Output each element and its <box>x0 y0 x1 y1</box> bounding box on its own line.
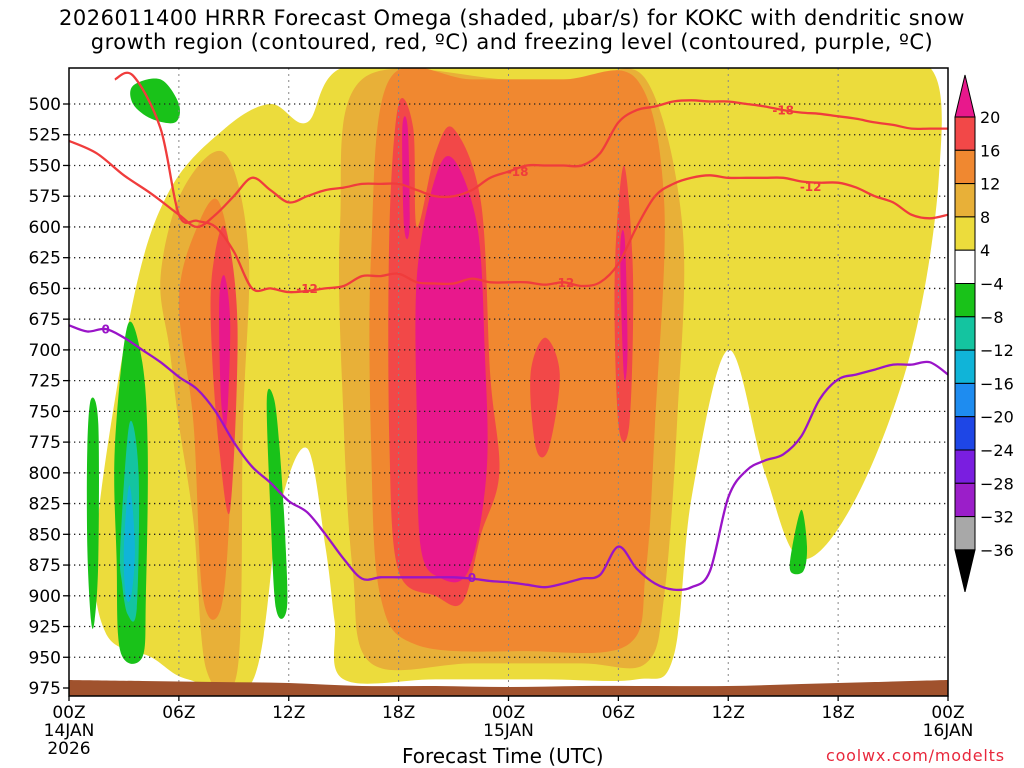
colorbar-swatch <box>954 183 976 218</box>
omega-region <box>266 388 288 619</box>
chart-title: 2026011400 HRRR Forecast Omega (shaded, … <box>0 6 1024 54</box>
colorbar-swatch <box>954 382 976 418</box>
credit-text[interactable]: coolwx.com/modelts <box>826 746 1005 765</box>
y-tick-label: 725 <box>29 372 61 392</box>
colorbar-label: −20 <box>980 408 1014 427</box>
y-tick-label: 875 <box>29 556 61 576</box>
dgz-contour <box>69 99 948 229</box>
y-tick-label: 550 <box>29 156 61 176</box>
freezing-level-contour-label: 0 <box>101 322 109 336</box>
x-tick-label: 18Z <box>382 703 415 723</box>
colorbar-swatch <box>954 416 976 451</box>
dgz-contour-label: -18 <box>507 165 529 179</box>
colorbar-swatch <box>954 349 976 384</box>
freezing-level-contour <box>69 324 948 592</box>
colorbar-bottom-arrow <box>954 549 976 593</box>
y-tick-label: 950 <box>29 648 61 668</box>
freezing-level-contour-label: 0 <box>468 571 476 585</box>
colorbar-label: −4 <box>980 275 1004 294</box>
omega-region <box>415 155 488 583</box>
x-tick-label: 12Z <box>272 703 305 723</box>
colorbar-label: 16 <box>980 141 1000 160</box>
y-tick-label: 600 <box>29 218 61 238</box>
omega-region <box>789 509 808 575</box>
omega-region <box>219 275 231 428</box>
title-line-2: growth region (contoured, red, ºC) and f… <box>90 30 934 54</box>
dgz-contour-label: -12 <box>553 276 575 290</box>
colorbar-swatch <box>954 116 976 151</box>
colorbar-swatch <box>954 482 976 518</box>
x-year-label: 2026 <box>47 739 90 759</box>
colorbar-swatch <box>954 516 976 551</box>
colorbar-label: −24 <box>980 441 1014 460</box>
omega-region <box>86 397 99 629</box>
y-tick-label: 775 <box>29 433 61 453</box>
colorbar-label: −12 <box>980 341 1014 360</box>
omega-region <box>402 116 410 240</box>
colorbar-swatch <box>954 216 976 251</box>
dgz-contour <box>114 71 948 294</box>
colorbar-swatch <box>954 449 976 484</box>
omega-region <box>123 485 135 602</box>
colorbar-label: 20 <box>980 108 1000 127</box>
y-tick-label: 975 <box>29 679 61 699</box>
colorbar-swatch <box>954 316 976 351</box>
colorbar-label: −8 <box>980 308 1004 327</box>
title-line-1: 2026011400 HRRR Forecast Omega (shaded, … <box>59 6 965 30</box>
y-tick-label: 500 <box>29 95 61 115</box>
y-tick-label: 625 <box>29 249 61 269</box>
y-tick-label: 650 <box>29 279 61 299</box>
y-tick-label: 525 <box>29 126 61 146</box>
y-tick-label: 900 <box>29 587 61 607</box>
colorbar-label: −16 <box>980 374 1014 393</box>
colorbar-label: 4 <box>980 241 990 260</box>
x-date-label: 15JAN <box>483 721 534 741</box>
y-tick-label: 825 <box>29 495 61 515</box>
y-tick-label: 850 <box>29 525 61 545</box>
colorbar-swatch <box>954 149 976 185</box>
y-tick-label: 925 <box>29 618 61 638</box>
omega-region <box>530 337 560 458</box>
y-tick-label: 750 <box>29 402 61 422</box>
x-tick-label: 18Z <box>821 703 854 723</box>
colorbar-label: −32 <box>980 508 1014 527</box>
colorbar-swatch <box>954 249 976 284</box>
x-tick-label: 06Z <box>162 703 195 723</box>
x-tick-label: 00Z <box>931 703 964 723</box>
x-tick-label: 06Z <box>602 703 635 723</box>
dgz-contour-label: -12 <box>800 180 822 194</box>
dgz-contour-label: -12 <box>296 282 318 296</box>
colorbar-label: −28 <box>980 474 1014 493</box>
y-tick-label: 575 <box>29 187 61 207</box>
x-tick-label: 00Z <box>52 703 85 723</box>
dgz-contour-label: -18 <box>772 104 794 118</box>
y-tick-label: 675 <box>29 310 61 330</box>
x-tick-label: 12Z <box>712 703 745 723</box>
x-date-label: 14JAN <box>44 721 95 741</box>
colorbar-top-arrow <box>954 74 976 118</box>
colorbar-label: −36 <box>980 541 1014 560</box>
surface-terrain <box>69 680 948 696</box>
colorbar-label: 12 <box>980 175 1000 194</box>
y-tick-label: 700 <box>29 341 61 361</box>
x-axis-label: Forecast Time (UTC) <box>402 744 604 768</box>
omega-region <box>620 229 628 381</box>
colorbar-label: 8 <box>980 208 990 227</box>
x-tick-label: 00Z <box>492 703 525 723</box>
y-tick-label: 800 <box>29 464 61 484</box>
x-date-label: 16JAN <box>923 721 974 741</box>
colorbar-swatch <box>954 283 976 318</box>
